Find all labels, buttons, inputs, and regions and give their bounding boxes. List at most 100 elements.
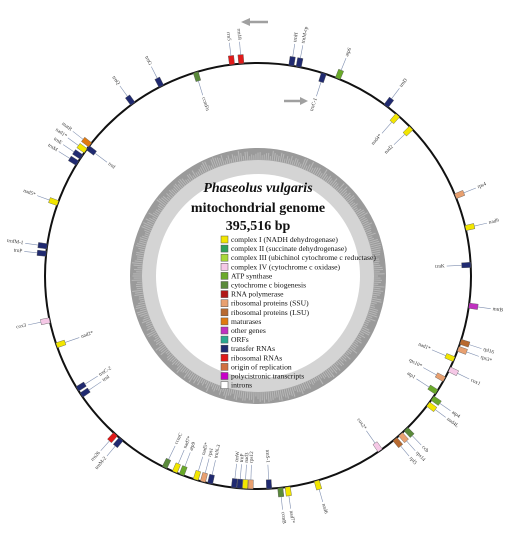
- gc-tick: [325, 369, 332, 378]
- gene-block: [454, 190, 466, 199]
- gc-tick: [285, 156, 289, 164]
- gc-tick: [370, 303, 375, 306]
- gc-tick: [210, 165, 214, 170]
- gc-tick: [306, 164, 311, 172]
- gene-label: cox1: [470, 377, 482, 387]
- legend-label: maturases: [231, 317, 261, 326]
- gc-tick: [236, 155, 239, 162]
- gc-tick: [200, 164, 206, 173]
- gene-label: nad7*: [288, 510, 296, 524]
- gene-block: [207, 473, 215, 485]
- gc-tick: [134, 260, 143, 263]
- gc-tick: [304, 165, 308, 171]
- gc-tick: [156, 199, 166, 207]
- gc-tick: [210, 382, 214, 387]
- gc-tick: [372, 256, 377, 259]
- gc-tick: [141, 235, 149, 239]
- gc-tick: [312, 378, 316, 384]
- gc-tick: [144, 232, 150, 235]
- gene-block: [76, 143, 88, 154]
- gene-label: nad5*: [201, 441, 211, 455]
- gene-block: [37, 242, 48, 250]
- legend-swatch: [220, 326, 229, 335]
- legend-label: ORFs: [231, 335, 249, 344]
- gc-tick: [306, 380, 311, 389]
- gene-block: [68, 155, 80, 166]
- gc-tick: [369, 307, 379, 311]
- gc-tick: [277, 390, 281, 401]
- gene-label: trnI: [101, 374, 111, 383]
- gc-tick: [312, 167, 317, 174]
- gc-tick: [346, 195, 355, 202]
- gc-tick: [283, 158, 286, 164]
- gc-tick: [349, 201, 354, 205]
- gene-leader: [65, 337, 80, 343]
- legend-label: complex III (ubichinol cytochrome c redu…: [231, 253, 376, 262]
- gc-tick: [171, 357, 177, 363]
- gene-block: [403, 427, 415, 438]
- gene-block: [125, 94, 136, 106]
- gene-leader: [466, 351, 479, 357]
- gene-block: [236, 478, 243, 489]
- gc-tick: [352, 206, 358, 210]
- gc-tick: [330, 365, 338, 374]
- strand-arrow-forward: [284, 97, 308, 105]
- gc-tick: [310, 379, 314, 386]
- gc-tick: [338, 359, 345, 366]
- gene-leader: [106, 445, 116, 457]
- gc-tick: [173, 185, 180, 192]
- legend-label: ribosomal proteins (LSU): [231, 308, 310, 317]
- gc-tick: [300, 158, 306, 169]
- gc-tick: [145, 320, 152, 324]
- gene-leader: [67, 137, 79, 146]
- gc-tick: [242, 155, 245, 161]
- gene-leader: [168, 445, 176, 460]
- gc-tick: [224, 387, 229, 399]
- gene-block: [277, 487, 285, 498]
- gc-tick: [287, 387, 291, 396]
- gene-label: nad6: [320, 503, 329, 515]
- gene-leader: [340, 57, 347, 71]
- gc-tick: [155, 340, 163, 346]
- gc-tick: [196, 376, 201, 382]
- gc-tick: [133, 264, 143, 267]
- gc-tick: [187, 370, 192, 377]
- gc-tick: [364, 320, 369, 324]
- gc-tick: [157, 208, 163, 212]
- gene-block: [81, 136, 93, 148]
- gene-block: [200, 472, 208, 483]
- legend-label: ribosomal proteins (SSU): [231, 299, 309, 308]
- gene-leader: [316, 81, 322, 97]
- gene-leader: [366, 430, 376, 444]
- gc-tick: [225, 157, 229, 165]
- gc-tick: [357, 335, 362, 339]
- legend-swatch: [220, 253, 229, 262]
- gene-leader: [435, 409, 446, 418]
- gc-tick: [285, 388, 290, 399]
- gene-block: [40, 317, 51, 326]
- gene-block: [79, 387, 91, 398]
- gene-block: [372, 441, 383, 453]
- gc-tick: [297, 161, 300, 168]
- gc-tick: [193, 375, 199, 384]
- gc-tick: [365, 229, 372, 234]
- gene-block: [284, 486, 292, 497]
- gene-block: [55, 339, 67, 349]
- gene-block: [468, 302, 479, 310]
- gene-label: atp1: [406, 371, 417, 381]
- gc-tick: [197, 171, 201, 176]
- gc-tick: [363, 322, 369, 326]
- gc-tick: [350, 202, 356, 207]
- gene-leader: [94, 152, 108, 163]
- gc-tick: [308, 380, 312, 385]
- gene-leader: [24, 251, 38, 254]
- gc-tick: [366, 231, 372, 235]
- gene-leader: [391, 88, 400, 99]
- gene-block: [398, 432, 409, 444]
- gene-label: ccb: [420, 445, 430, 455]
- gene-block: [247, 479, 254, 490]
- gc-tick: [362, 221, 369, 226]
- gc-tick: [216, 384, 219, 391]
- legend-swatch: [220, 317, 229, 326]
- gene-block: [426, 401, 438, 413]
